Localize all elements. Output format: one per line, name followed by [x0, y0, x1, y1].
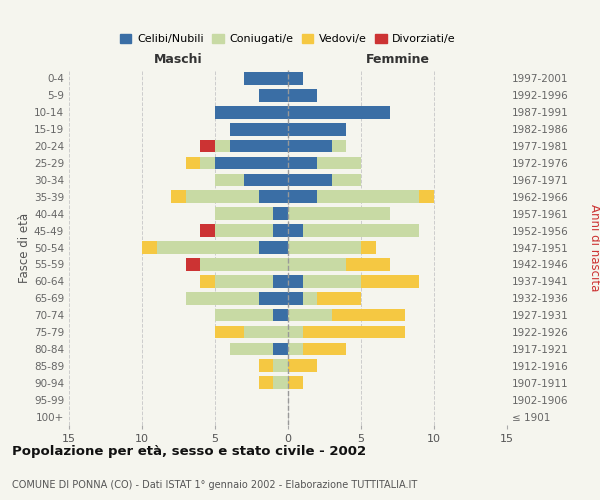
Bar — [317, 190, 419, 203]
Bar — [302, 326, 405, 338]
Bar — [186, 258, 200, 270]
Bar — [215, 174, 244, 186]
Bar — [259, 241, 288, 254]
Bar — [230, 140, 288, 152]
Text: Popolazione per età, sesso e stato civile - 2002: Popolazione per età, sesso e stato civil… — [12, 444, 366, 458]
Bar — [244, 326, 288, 338]
Bar — [244, 72, 288, 85]
Bar — [259, 89, 288, 102]
Bar — [186, 156, 200, 170]
Bar — [200, 156, 215, 170]
Bar — [186, 292, 259, 304]
Bar — [200, 275, 215, 287]
Bar — [259, 292, 288, 304]
Bar — [288, 326, 302, 338]
Bar — [361, 275, 419, 287]
Bar — [230, 123, 288, 136]
Bar — [186, 190, 259, 203]
Bar — [274, 224, 288, 237]
Bar — [288, 275, 302, 287]
Bar — [215, 106, 288, 118]
Text: Femmine: Femmine — [365, 54, 430, 66]
Bar — [302, 292, 317, 304]
Bar — [302, 224, 419, 237]
Bar — [302, 342, 346, 355]
Bar — [244, 174, 288, 186]
Y-axis label: Anni di nascita: Anni di nascita — [588, 204, 600, 291]
Bar — [288, 292, 302, 304]
Text: Maschi: Maschi — [154, 54, 203, 66]
Bar — [332, 140, 346, 152]
Y-axis label: Fasce di età: Fasce di età — [18, 212, 31, 282]
Bar — [171, 190, 186, 203]
Bar — [419, 190, 434, 203]
Bar — [215, 156, 288, 170]
Bar — [215, 140, 230, 152]
Bar — [259, 376, 274, 389]
Bar — [274, 376, 288, 389]
Bar — [332, 174, 361, 186]
Bar — [274, 208, 288, 220]
Bar — [200, 258, 288, 270]
Bar — [288, 140, 332, 152]
Bar — [288, 106, 390, 118]
Bar — [274, 309, 288, 322]
Bar — [288, 89, 317, 102]
Bar — [215, 275, 274, 287]
Bar — [288, 123, 346, 136]
Bar — [288, 208, 390, 220]
Bar — [317, 156, 361, 170]
Bar — [346, 258, 390, 270]
Bar — [215, 208, 274, 220]
Bar — [288, 309, 332, 322]
Bar — [288, 224, 302, 237]
Bar — [215, 326, 244, 338]
Bar — [215, 224, 274, 237]
Bar — [274, 360, 288, 372]
Bar — [288, 360, 317, 372]
Bar — [157, 241, 259, 254]
Bar — [288, 241, 361, 254]
Bar — [259, 360, 274, 372]
Bar — [332, 309, 405, 322]
Bar — [274, 275, 288, 287]
Bar — [288, 174, 332, 186]
Legend: Celibi/Nubili, Coniugati/e, Vedovi/e, Divorziati/e: Celibi/Nubili, Coniugati/e, Vedovi/e, Di… — [116, 30, 460, 48]
Text: COMUNE DI PONNA (CO) - Dati ISTAT 1° gennaio 2002 - Elaborazione TUTTITALIA.IT: COMUNE DI PONNA (CO) - Dati ISTAT 1° gen… — [12, 480, 417, 490]
Bar — [200, 140, 215, 152]
Bar — [288, 342, 302, 355]
Bar — [230, 342, 274, 355]
Bar — [215, 309, 274, 322]
Bar — [288, 258, 346, 270]
Bar — [361, 241, 376, 254]
Bar — [259, 190, 288, 203]
Bar — [288, 376, 302, 389]
Bar — [317, 292, 361, 304]
Bar — [142, 241, 157, 254]
Bar — [288, 156, 317, 170]
Bar — [288, 190, 317, 203]
Bar — [302, 275, 361, 287]
Bar — [288, 72, 302, 85]
Bar — [200, 224, 215, 237]
Bar — [274, 342, 288, 355]
